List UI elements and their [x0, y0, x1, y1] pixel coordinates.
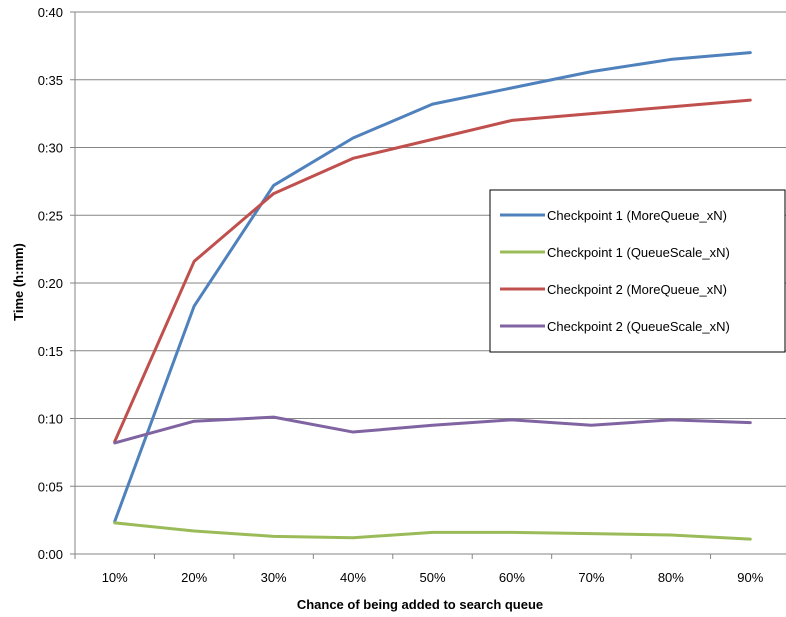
- legend-label: Checkpoint 2 (QueueScale_xN): [547, 319, 730, 334]
- x-tick-label: 70%: [578, 570, 604, 585]
- tick-labels: 0:00 0:05 0:10 0:15 0:20 0:25 0:30 0:35 0:40 10% 2…: [38, 5, 764, 585]
- series-lines: [113, 51, 752, 541]
- x-tick-label: 10%: [102, 570, 128, 585]
- y-tick-label: 0:25: [38, 208, 63, 223]
- x-tick-label: 80%: [658, 570, 684, 585]
- legend-label: Checkpoint 2 (MoreQueue_xN): [547, 282, 727, 297]
- y-tick-label: 0:30: [38, 141, 63, 156]
- x-tick-label: 40%: [340, 570, 366, 585]
- series-line: [113, 98, 752, 444]
- x-tick-label: 50%: [419, 570, 445, 585]
- x-axis-title: Chance of being added to search queue: [297, 597, 543, 612]
- y-axis-title: Time (h:mm): [11, 243, 26, 321]
- gridlines: [75, 11, 786, 487]
- x-tick-label: 20%: [181, 570, 207, 585]
- axes: [70, 11, 786, 559]
- legend-label: Checkpoint 1 (QueueScale_xN): [547, 245, 730, 260]
- y-tick-label: 0:20: [38, 276, 63, 291]
- series-line: [113, 521, 752, 541]
- series-line: [113, 51, 752, 523]
- series-line: [113, 415, 752, 445]
- legend-label: Checkpoint 1 (MoreQueue_xN): [547, 208, 727, 223]
- y-tick-label: 0:10: [38, 412, 63, 427]
- x-tick-label: 90%: [737, 570, 763, 585]
- y-tick-label: 0:00: [38, 547, 63, 562]
- y-tick-label: 0:35: [38, 73, 63, 88]
- x-tick-label: 30%: [261, 570, 287, 585]
- x-tick-label: 60%: [499, 570, 525, 585]
- legend: Checkpoint 1 (MoreQueue_xN) Checkpoint 1 …: [489, 189, 786, 353]
- y-tick-label: 0:15: [38, 344, 63, 359]
- y-tick-label: 0:40: [38, 5, 63, 20]
- y-tick-label: 0:05: [38, 479, 63, 494]
